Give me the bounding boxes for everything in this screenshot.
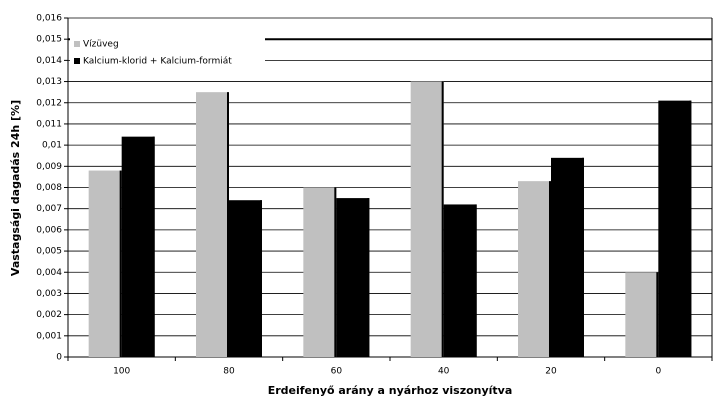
y-tick-label: 0,01 — [42, 141, 62, 151]
bar — [551, 157, 584, 357]
y-tick-label: 0,016 — [36, 14, 62, 24]
legend-label: Kalcium-klorid + Kalcium-formiát — [83, 57, 232, 67]
y-tick-label: 0 — [56, 353, 62, 363]
bar-shadow — [656, 272, 659, 357]
bar-shadow — [119, 170, 122, 357]
x-tick-label: 80 — [223, 367, 235, 377]
x-tick-label: 20 — [545, 367, 557, 377]
x-tick-label: 100 — [113, 367, 130, 377]
x-tick-label: 60 — [331, 367, 343, 377]
x-tick-label: 0 — [655, 367, 661, 377]
bar — [658, 100, 692, 357]
bar-shadow — [227, 92, 229, 357]
bar — [303, 187, 337, 357]
y-tick-label: 0,008 — [36, 183, 62, 193]
bar — [88, 170, 122, 357]
legend-swatch — [74, 58, 80, 64]
y-tick-label: 0,002 — [36, 310, 62, 320]
y-tick-label: 0,004 — [36, 268, 62, 278]
y-tick-label: 0,005 — [36, 247, 62, 257]
y-tick-label: 0,014 — [36, 56, 62, 66]
bar-shadow — [549, 181, 551, 357]
y-tick-label: 0,006 — [36, 225, 62, 235]
legend-box — [70, 37, 265, 69]
y-tick-label: 0,001 — [36, 331, 62, 341]
y-tick-label: 0,013 — [36, 77, 62, 87]
bar-shadow — [260, 200, 262, 357]
y-tick-label: 0,007 — [36, 204, 62, 214]
bar-shadow — [689, 100, 692, 357]
y-axis-title: Vastagsági dagadás 24h [%] — [9, 100, 22, 276]
bar — [410, 81, 444, 357]
y-tick-label: 0,012 — [36, 98, 62, 108]
y-tick-label: 0,011 — [36, 119, 62, 129]
bar-shadow — [367, 198, 370, 357]
bar-shadow — [441, 81, 444, 357]
bar-shadow — [474, 204, 477, 357]
bar — [196, 92, 229, 357]
x-tick-label: 40 — [438, 367, 450, 377]
bar — [336, 198, 370, 357]
y-tick-label: 0,009 — [36, 162, 62, 172]
bar — [121, 136, 155, 357]
y-tick-label: 0,003 — [36, 289, 62, 299]
bar — [518, 181, 551, 357]
x-axis-title: Erdeifenyő arány a nyárhoz viszonyítva — [268, 384, 513, 397]
bar — [443, 204, 477, 357]
legend-swatch — [74, 41, 80, 47]
bar — [625, 272, 659, 357]
bar-shadow — [152, 136, 155, 357]
bar-shadow — [582, 157, 584, 357]
bar — [229, 200, 262, 357]
y-tick-label: 0,015 — [36, 35, 62, 45]
bar-shadow — [334, 187, 337, 357]
legend-label: Vízüveg — [83, 40, 119, 50]
